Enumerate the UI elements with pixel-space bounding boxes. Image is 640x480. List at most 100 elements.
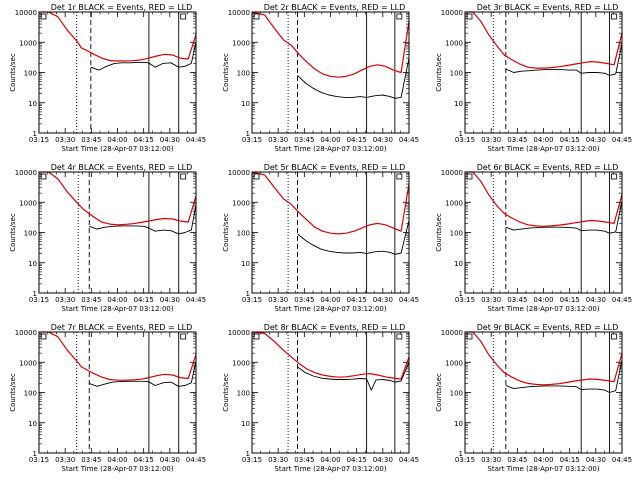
x-tick-label: 04:45 bbox=[399, 456, 419, 464]
y-axis-label: Counts/sec bbox=[9, 53, 17, 92]
x-tick-label: 03:45 bbox=[507, 296, 527, 304]
plot-frame bbox=[38, 11, 197, 134]
y-tick-label: 10 bbox=[454, 100, 463, 108]
x-tick-label: 04:45 bbox=[399, 296, 419, 304]
y-tick-label: 100 bbox=[237, 390, 250, 398]
y-tick-label: 100 bbox=[24, 230, 37, 238]
x-tick-label: 03:45 bbox=[294, 136, 314, 144]
corner-marker bbox=[466, 333, 473, 340]
y-tick-label: 10000 bbox=[15, 9, 37, 17]
y-tick-label: 1 bbox=[33, 130, 37, 138]
corner-marker bbox=[611, 333, 617, 340]
x-tick-label: 03:45 bbox=[81, 456, 101, 464]
series-line-lld bbox=[465, 331, 623, 386]
corner-marker bbox=[180, 13, 187, 20]
x-axis-label: Start Time (28-Apr-07 03:12:00) bbox=[274, 305, 386, 313]
chart-panel-8: Det 8r BLACK = Events, RED = LLD 1 10 100 10… bbox=[222, 323, 419, 473]
x-tick-label: 04:15 bbox=[560, 296, 580, 304]
series-line-lld bbox=[251, 171, 410, 235]
x-tick-label: 04:00 bbox=[533, 456, 553, 464]
series-line-lld bbox=[465, 171, 623, 227]
x-tick-label: 03:30 bbox=[268, 296, 288, 304]
y-tick-label: 1 bbox=[33, 290, 37, 298]
y-axis-label: Counts/sec bbox=[222, 53, 230, 92]
y-tick-label: 10000 bbox=[441, 169, 463, 177]
corner-marker bbox=[180, 173, 187, 180]
x-tick-label: 04:45 bbox=[186, 136, 206, 144]
plot-frame bbox=[464, 11, 623, 134]
x-tick-label: 04:30 bbox=[160, 456, 180, 464]
chart-title: Det 2r BLACK = Events, RED = LLD bbox=[264, 3, 406, 12]
chart-panel-1: Det 1r BLACK = Events, RED = LLD 1 10 100 10… bbox=[9, 3, 206, 153]
x-tick-label: 04:30 bbox=[160, 136, 180, 144]
x-tick-label: 04:15 bbox=[560, 136, 580, 144]
plot-frame bbox=[251, 11, 410, 134]
x-tick-label: 04:00 bbox=[320, 296, 340, 304]
x-tick-label: 03:15 bbox=[455, 136, 475, 144]
corner-marker bbox=[611, 173, 617, 180]
x-tick-label: 04:00 bbox=[533, 136, 553, 144]
x-tick-label: 03:15 bbox=[242, 136, 262, 144]
x-tick-label: 04:00 bbox=[107, 456, 127, 464]
series-line-events bbox=[505, 359, 623, 393]
series-line-events bbox=[89, 205, 197, 235]
plot-frame bbox=[464, 171, 623, 294]
corner-marker bbox=[466, 13, 473, 20]
x-axis-label: Start Time (28-Apr-07 03:12:00) bbox=[61, 465, 173, 473]
chart-panel-5: Det 5r BLACK = Events, RED = LLD 1 10 100 10… bbox=[222, 163, 419, 313]
y-tick-label: 10 bbox=[241, 420, 250, 428]
x-tick-label: 03:15 bbox=[455, 456, 475, 464]
x-tick-label: 03:30 bbox=[55, 296, 75, 304]
y-axis-label: Counts/sec bbox=[222, 373, 230, 412]
x-tick-label: 03:45 bbox=[81, 296, 101, 304]
x-tick-label: 03:15 bbox=[242, 456, 262, 464]
y-axis-label: Counts/sec bbox=[9, 373, 17, 412]
x-tick-label: 03:15 bbox=[29, 296, 49, 304]
y-tick-label: 100 bbox=[237, 230, 250, 238]
y-tick-label: 100 bbox=[450, 70, 463, 78]
x-tick-label: 04:30 bbox=[586, 296, 606, 304]
x-tick-label: 03:30 bbox=[55, 136, 75, 144]
chart-title: Det 5r BLACK = Events, RED = LLD bbox=[264, 163, 406, 172]
x-tick-label: 04:00 bbox=[320, 456, 340, 464]
x-tick-label: 03:30 bbox=[481, 136, 501, 144]
y-tick-label: 100 bbox=[24, 70, 37, 78]
x-tick-label: 04:45 bbox=[612, 296, 632, 304]
x-axis-label: Start Time (28-Apr-07 03:12:00) bbox=[61, 145, 173, 153]
y-axis-label: Counts/sec bbox=[222, 213, 230, 252]
x-axis-label: Start Time (28-Apr-07 03:12:00) bbox=[487, 465, 599, 473]
corner-marker bbox=[396, 13, 403, 20]
series-line-events bbox=[89, 360, 197, 387]
y-tick-label: 1 bbox=[246, 130, 250, 138]
chart-title: Det 7r BLACK = Events, RED = LLD bbox=[51, 323, 193, 332]
x-tick-label: 03:45 bbox=[507, 456, 527, 464]
x-tick-label: 04:30 bbox=[373, 456, 393, 464]
y-tick-label: 10 bbox=[241, 260, 250, 268]
x-tick-label: 04:15 bbox=[134, 136, 154, 144]
series-line-lld bbox=[39, 11, 197, 62]
corner-marker bbox=[253, 333, 260, 340]
y-tick-label: 1 bbox=[33, 450, 37, 458]
x-tick-label: 04:00 bbox=[107, 296, 127, 304]
x-axis-label: Start Time (28-Apr-07 03:12:00) bbox=[61, 305, 173, 313]
x-tick-label: 03:30 bbox=[268, 456, 288, 464]
chart-panel-7: Det 7r BLACK = Events, RED = LLD 1 10 100 10… bbox=[9, 323, 206, 473]
y-tick-label: 10 bbox=[28, 260, 37, 268]
x-tick-label: 03:45 bbox=[294, 456, 314, 464]
chart-panel-4: Det 4r BLACK = Events, RED = LLD 1 10 100 10… bbox=[9, 163, 206, 313]
x-axis-label: Start Time (28-Apr-07 03:12:00) bbox=[274, 145, 386, 153]
x-tick-label: 03:45 bbox=[294, 296, 314, 304]
x-tick-label: 04:30 bbox=[373, 296, 393, 304]
y-tick-label: 1000 bbox=[19, 199, 37, 207]
y-tick-label: 1 bbox=[459, 130, 463, 138]
series-line-lld bbox=[39, 171, 197, 226]
y-tick-label: 10000 bbox=[228, 9, 250, 17]
y-axis-label: Counts/sec bbox=[435, 373, 443, 412]
corner-marker bbox=[40, 13, 47, 20]
chart-panel-3: Det 3r BLACK = Events, RED = LLD 1 10 100 10… bbox=[435, 3, 632, 153]
y-tick-label: 1000 bbox=[19, 359, 37, 367]
x-tick-label: 04:15 bbox=[347, 456, 367, 464]
x-tick-label: 04:45 bbox=[612, 456, 632, 464]
x-tick-label: 04:15 bbox=[347, 136, 367, 144]
